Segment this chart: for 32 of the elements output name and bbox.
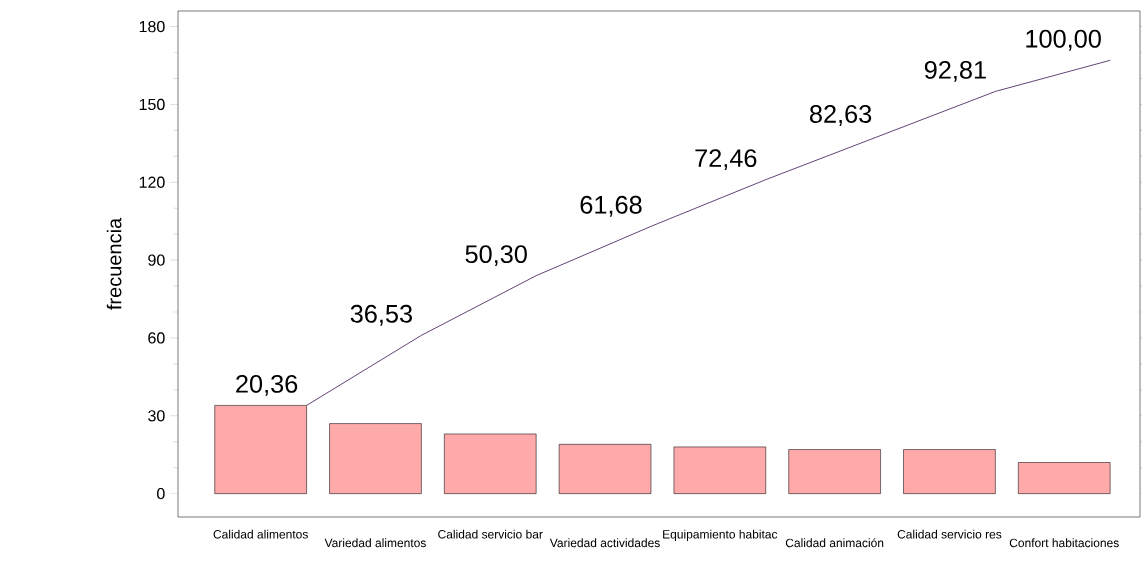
annotation: 82,63 [810, 105, 872, 126]
y-tick-label: 60 [148, 332, 165, 344]
y-tick-label: 30 [148, 410, 165, 422]
x-tick-label: Calidad alimentos [213, 529, 308, 539]
y-axis-title: frecuencia [106, 217, 122, 310]
bar [329, 423, 422, 494]
x-tick-label: Calidad animación [785, 538, 884, 548]
annotation: 50,30 [465, 245, 527, 267]
bar [558, 444, 652, 494]
y-tick-label: 120 [139, 176, 165, 188]
bar [444, 433, 537, 494]
x-tick-label: Equipamiento habitac [663, 529, 778, 541]
bar [1018, 462, 1111, 494]
y-tick-label: 0 [157, 487, 165, 500]
y-tick-label: 90 [148, 254, 165, 266]
annotation: 92,81 [924, 60, 986, 82]
bar [214, 405, 307, 494]
x-tick-label: Calidad servicio res [897, 529, 1002, 539]
x-tick-label: Variedad alimentos [324, 538, 426, 548]
annotation: 72,46 [695, 149, 757, 171]
bar [903, 449, 996, 494]
annotation: 20,36 [236, 374, 298, 396]
x-tick-label: Confort habitaciones [1009, 538, 1119, 548]
y-tick-label: 150 [139, 98, 165, 111]
annotation: 100,00 [1026, 29, 1101, 51]
bar [788, 449, 881, 494]
x-tick-label: Calidad servicio bar [438, 529, 543, 539]
bar [673, 446, 767, 494]
y-tick-label: 180 [139, 20, 165, 33]
annotation: 36,53 [350, 304, 412, 326]
annotation: 61,68 [580, 195, 642, 217]
x-tick-label: Variedad actividades [549, 538, 660, 548]
